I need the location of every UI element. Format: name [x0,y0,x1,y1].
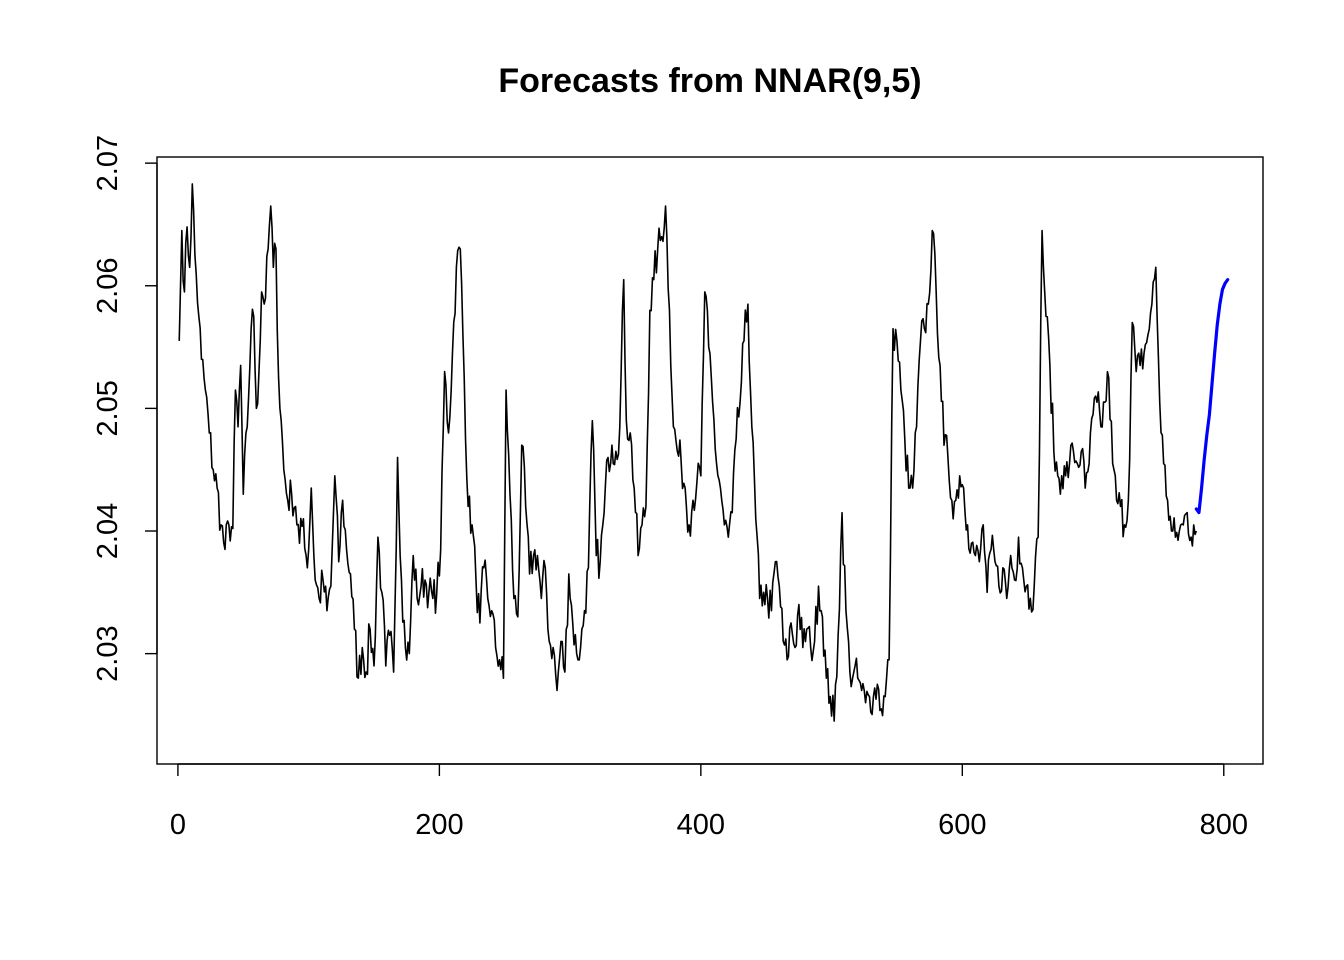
y-axis: 2.03 2.04 2.05 2.06 2.07 [92,135,158,682]
x-axis: 0 200 400 600 800 [170,763,1248,841]
x-tick-label: 0 [170,809,186,841]
chart-title: Forecasts from NNAR(9,5) [498,62,921,100]
forecast-series-line [1194,278,1230,515]
x-tick-label: 800 [1200,809,1248,841]
y-tick-label: 2.05 [92,380,124,436]
y-tick-label: 2.06 [92,258,124,314]
series-layer [178,183,1230,722]
y-tick-label: 2.04 [92,503,124,559]
x-tick-label: 400 [677,809,725,841]
y-tick-label: 2.07 [92,135,124,191]
x-tick-label: 200 [415,809,463,841]
plot-area-frame [156,156,1264,765]
x-tick-label: 600 [938,809,986,841]
y-tick-label: 2.03 [92,625,124,681]
observed-series-line [178,183,1198,722]
